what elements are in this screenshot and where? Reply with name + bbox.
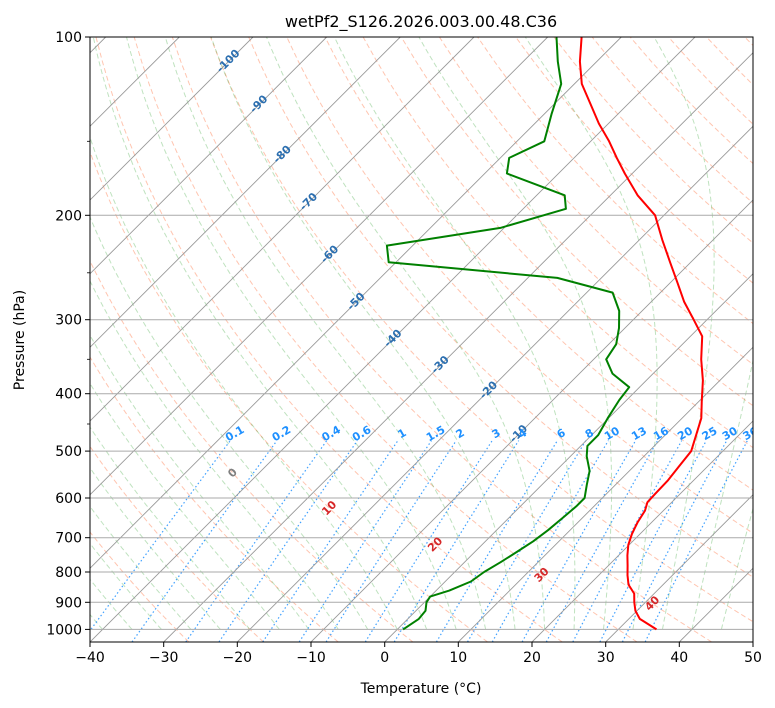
- mixing-ratio-line: [545, 440, 659, 642]
- x-tick-label: −20: [223, 650, 253, 666]
- moist-adiabat-line: [210, 37, 516, 630]
- mixing-ratio-line: [90, 440, 231, 632]
- mixing-ratio-line: [644, 440, 748, 642]
- moist-adiabat-line: [90, 279, 339, 630]
- x-tick-label: 40: [670, 650, 688, 666]
- isotherm-line: [310, 199, 753, 642]
- moist-adiabat-line: [90, 215, 369, 630]
- isobars: [90, 37, 753, 630]
- moist-adiabat-line: [418, 37, 613, 630]
- isotherm-line: [90, 37, 622, 569]
- mixing-ratio-line: [185, 440, 328, 642]
- isotherm-line: [236, 125, 753, 642]
- mixing-ratio-line: [521, 440, 637, 642]
- isotherm-line: [457, 346, 753, 642]
- isotherm-line: [90, 37, 254, 201]
- y-tick-label: 600: [55, 491, 82, 507]
- dewpoint-profile-line: [385, 37, 631, 631]
- isotherm-line: [90, 37, 696, 642]
- moist-adiabat-line: [92, 37, 428, 630]
- x-tick-label: −10: [296, 650, 326, 666]
- moist-adiabat-line: [691, 358, 753, 630]
- chart-title: wetPf2_S126.2026.003.00.48.C36: [285, 12, 557, 32]
- moist-adiabat-line: [266, 37, 546, 630]
- mixing-ratio-lines: [90, 440, 748, 642]
- isotherm-line: [531, 420, 753, 642]
- isotherm-line: [90, 37, 475, 422]
- mixing-ratio-line: [364, 440, 493, 642]
- mixing-ratio-line: [325, 440, 457, 642]
- y-axis-label: Pressure (hPa): [12, 290, 28, 390]
- dry-adiabat-line: [171, 37, 712, 642]
- x-tick-label: 20: [523, 650, 541, 666]
- dry-adiabat-line: [90, 531, 190, 642]
- dry-adiabat-line: [400, 37, 753, 407]
- x-axis-label: Temperature (°C): [360, 681, 482, 697]
- mixing-ratio-line: [435, 440, 558, 642]
- isotherm-line: [90, 37, 328, 275]
- mixing-ratio-line: [572, 440, 683, 642]
- moist-adiabat-line: [720, 506, 753, 630]
- mixing-ratio-line: [491, 440, 609, 642]
- axes: −40 −30 −20 −10 0 10 20 30 40 50 100 200 300 400 500 60…: [46, 30, 762, 666]
- x-tick-label: 0: [380, 650, 389, 666]
- dry-adiabat-line: [133, 37, 638, 642]
- y-tick-label: 800: [55, 565, 82, 581]
- y-tick-label: 200: [55, 208, 82, 224]
- plot-frame: [89, 36, 754, 643]
- dry-adiabat-line: [324, 37, 753, 491]
- y-tick-label: 900: [55, 595, 82, 611]
- isotherm-line: [605, 494, 753, 642]
- mixing-ratio-line: [131, 440, 278, 642]
- dry-adiabat-line: [438, 37, 753, 366]
- isotherm-line: [384, 273, 753, 642]
- isotherm-line: [163, 52, 753, 642]
- profile-series: [385, 37, 704, 631]
- mixing-ratio-line: [298, 440, 432, 642]
- moist-adiabat-line: [126, 37, 457, 630]
- dry-adiabat-line: [90, 150, 488, 642]
- x-tick-label: −30: [149, 650, 179, 666]
- moist-adiabat-line: [90, 135, 398, 630]
- y-tick-label: 400: [55, 387, 82, 403]
- dry-adiabat-line: [95, 37, 563, 642]
- dry-adiabat-line: [90, 445, 264, 642]
- y-tick-label: 500: [55, 444, 82, 460]
- plot-background-lines: [90, 37, 753, 642]
- y-tick-label: 1000: [46, 622, 82, 638]
- moist-adiabat-line: [90, 334, 310, 630]
- dry-adiabat-line: [90, 356, 339, 642]
- mixing-ratio-line: [466, 440, 587, 642]
- x-tick-label: 10: [449, 650, 467, 666]
- x-tick-label: 50: [744, 650, 762, 666]
- dry-adiabat-line: [515, 37, 753, 284]
- isotherm-line: [90, 37, 549, 496]
- moist-adiabat-line: [524, 37, 658, 630]
- moist-adiabats: [90, 37, 753, 630]
- isotherms: [90, 37, 753, 642]
- x-tick-label: −40: [75, 650, 105, 666]
- y-tick-label: 300: [55, 313, 82, 329]
- y-tick-label: 100: [55, 30, 82, 46]
- dry-adiabat-line: [248, 37, 753, 578]
- x-tick-label: 30: [597, 650, 615, 666]
- mixing-ratio-line: [262, 440, 399, 642]
- moist-adiabat-line: [164, 37, 487, 630]
- moist-adiabat-line: [653, 37, 715, 630]
- y-tick-label: 700: [55, 531, 82, 547]
- temperature-profile-line: [578, 37, 704, 631]
- isotherm-line: [90, 37, 401, 348]
- dry-adiabat-line: [210, 37, 753, 623]
